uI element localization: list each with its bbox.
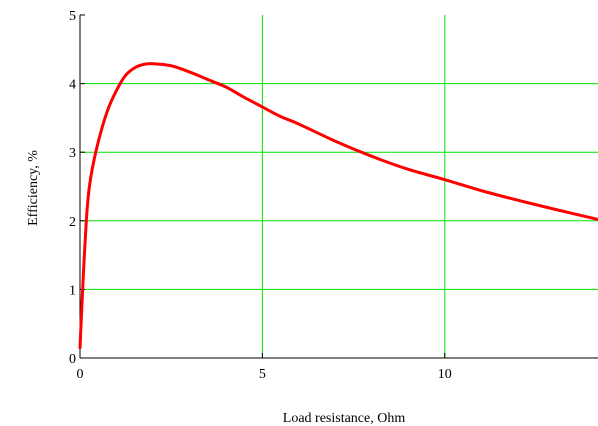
y-tick-label: 2 xyxy=(69,215,76,230)
grid-lines xyxy=(80,15,598,358)
efficiency-curve xyxy=(78,62,598,350)
y-tick-label: 1 xyxy=(69,283,76,298)
tick-labels: 0 1 2 3 4 5 0 5 10 xyxy=(69,9,452,382)
y-tick-label: 4 xyxy=(69,78,76,93)
y-tick-label: 0 xyxy=(69,352,76,367)
x-tick-label: 10 xyxy=(438,367,452,382)
x-axis-title: Load resistance, Ohm xyxy=(283,411,406,426)
y-tick-label: 5 xyxy=(69,9,76,24)
x-tick-label: 5 xyxy=(259,367,266,382)
plot-frame xyxy=(79,14,598,359)
y-tick-label: 3 xyxy=(69,146,76,161)
y-axis-title: Efficiency, % xyxy=(26,150,41,226)
series-layer xyxy=(78,62,598,350)
x-tick-label: 0 xyxy=(77,367,84,382)
